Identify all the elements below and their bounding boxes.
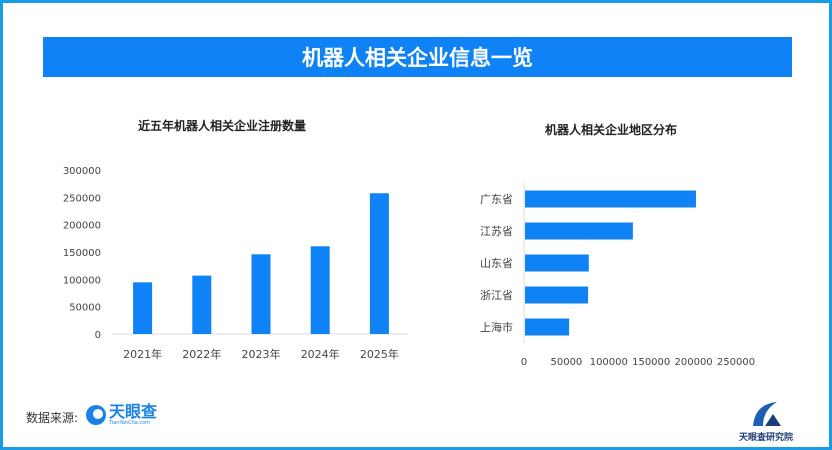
x-tick-label: 2022年 bbox=[182, 347, 221, 361]
tianyancha-logo-icon bbox=[86, 405, 106, 425]
x-tick-label: 250000 bbox=[717, 357, 755, 368]
institute-logo-icon bbox=[753, 402, 781, 426]
y-tick-label: 江苏省 bbox=[480, 225, 513, 238]
x-tick-label: 2025年 bbox=[360, 347, 399, 361]
y-tick-label: 0 bbox=[95, 330, 101, 341]
y-tick-label: 200000 bbox=[63, 221, 101, 232]
x-tick-label: 200000 bbox=[675, 357, 713, 368]
x-tick-label: 2021年 bbox=[123, 347, 162, 361]
y-tick-label: 250000 bbox=[63, 193, 101, 204]
bar-上海市 bbox=[525, 318, 570, 336]
logo-sub: TianYanCha.com bbox=[109, 420, 151, 426]
x-tick-label: 100000 bbox=[590, 357, 628, 368]
page-title: 机器人相关企业信息一览 bbox=[43, 37, 792, 77]
bar-2024年 bbox=[310, 246, 330, 334]
bar-2021年 bbox=[133, 282, 153, 334]
tianyancha-logo: 天眼查 TianYanCha.com bbox=[85, 404, 157, 426]
y-tick-label: 上海市 bbox=[480, 320, 513, 334]
chart-title-left: 近五年机器人相关企业注册数量 bbox=[138, 119, 307, 133]
x-tick-label: 0 bbox=[521, 357, 527, 368]
bar-2023年 bbox=[251, 254, 271, 334]
x-tick-label: 2024年 bbox=[301, 347, 340, 361]
logo-text: 天眼查 bbox=[109, 402, 158, 421]
y-tick-label: 广东省 bbox=[480, 193, 513, 206]
y-tick-label: 300000 bbox=[63, 166, 101, 177]
y-tick-label: 浙江省 bbox=[480, 289, 513, 302]
bar-江苏省 bbox=[525, 222, 633, 240]
x-tick-label: 50000 bbox=[550, 357, 582, 368]
y-tick-label: 50000 bbox=[69, 303, 101, 314]
bar-2022年 bbox=[192, 275, 212, 334]
bar-广东省 bbox=[525, 190, 696, 208]
chart-title-right: 机器人相关企业地区分布 bbox=[545, 123, 678, 137]
y-tick-label: 150000 bbox=[63, 248, 101, 259]
source-label: 数据来源: bbox=[26, 411, 79, 425]
x-tick-label: 150000 bbox=[632, 357, 670, 368]
y-tick-label: 100000 bbox=[63, 275, 101, 286]
x-tick-label: 2023年 bbox=[242, 347, 281, 361]
bar-浙江省 bbox=[525, 286, 589, 304]
bar-山东省 bbox=[525, 254, 589, 272]
institute-logo: 天眼查研究院 bbox=[736, 400, 796, 443]
bar-2025年 bbox=[369, 193, 389, 334]
institute-name: 天眼查研究院 bbox=[738, 433, 793, 443]
y-tick-label: 山东省 bbox=[480, 257, 513, 270]
